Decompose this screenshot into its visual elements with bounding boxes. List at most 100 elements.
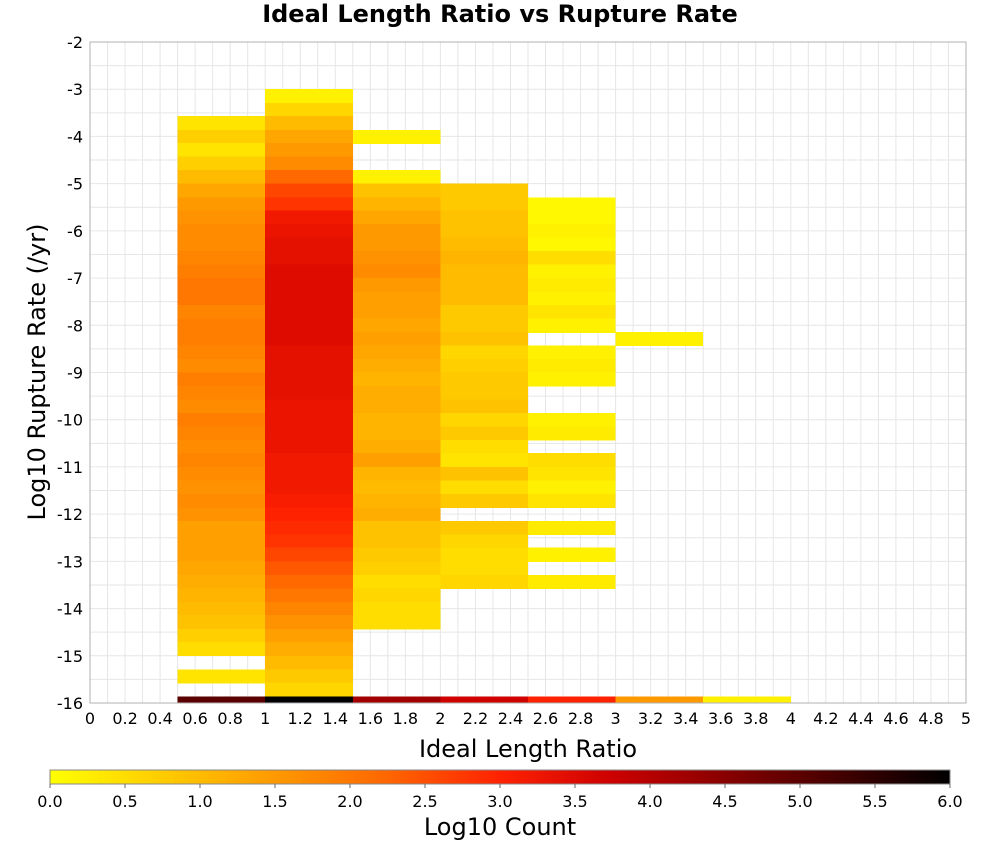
heatmap-cell xyxy=(177,507,266,522)
heatmap-cell xyxy=(352,561,441,576)
heatmap-cell xyxy=(440,399,528,414)
heatmap-cell xyxy=(352,615,441,630)
x-tick-label: 2.4 xyxy=(498,709,523,728)
x-tick-label: 0.2 xyxy=(112,709,137,728)
x-tick-label: 0.8 xyxy=(217,709,242,728)
colorbar-tick-label: 1.0 xyxy=(187,792,212,811)
x-tick-label: 4.4 xyxy=(848,709,873,728)
x-tick-label: 4.8 xyxy=(918,709,943,728)
heatmap-cell xyxy=(352,520,441,535)
heatmap-cell xyxy=(265,345,353,360)
colorbar-tick-label: 4.0 xyxy=(637,792,662,811)
heatmap-cell xyxy=(528,210,616,225)
heatmap-cell xyxy=(265,372,353,387)
heatmap-cell xyxy=(177,426,266,441)
x-tick-label: 0.6 xyxy=(182,709,207,728)
y-tick-label: -5 xyxy=(67,175,83,194)
heatmap-cell xyxy=(265,426,353,441)
colorbar-tick-label: 3.0 xyxy=(487,792,512,811)
heatmap-cell xyxy=(177,358,266,373)
heatmap-cell xyxy=(265,331,353,346)
colorbar-tick-label: 1.5 xyxy=(262,792,287,811)
heatmap-cell xyxy=(352,304,441,320)
heatmap-cell xyxy=(440,453,528,468)
y-axis-label: Log10 Rupture Rate (/yr) xyxy=(23,224,51,521)
heatmap-cell xyxy=(440,237,528,252)
heatmap-cell xyxy=(265,102,353,118)
heatmap-cell xyxy=(265,628,353,643)
heatmap-cell xyxy=(440,534,528,549)
heatmap-cell xyxy=(352,264,441,279)
heatmap-cell xyxy=(440,304,528,320)
x-tick-label: 4 xyxy=(786,709,796,728)
heatmap-cell xyxy=(440,547,528,562)
heatmap-cell xyxy=(265,156,353,171)
heatmap-cell xyxy=(265,669,353,684)
heatmap-cell xyxy=(528,453,616,468)
heatmap-cell xyxy=(177,210,266,225)
heatmap-cell xyxy=(265,89,353,104)
x-tick-label: 2.6 xyxy=(533,709,558,728)
heatmap-cell xyxy=(352,237,441,252)
heatmap-cell xyxy=(177,169,266,185)
x-tick-label: 2 xyxy=(435,709,445,728)
heatmap-cell xyxy=(177,345,266,360)
heatmap-cell xyxy=(703,696,791,704)
colorbar-tick-label: 2.5 xyxy=(412,792,437,811)
heatmap-cell xyxy=(177,547,266,562)
heatmap-cell xyxy=(265,413,353,428)
x-tick-label: 1.4 xyxy=(323,709,348,728)
x-tick-label: 1.8 xyxy=(393,709,418,728)
heatmap-cell xyxy=(177,116,266,131)
colorbar-tick-label: 5.5 xyxy=(862,792,887,811)
x-tick-label: 2.2 xyxy=(463,709,488,728)
heatmap-cell xyxy=(528,304,616,320)
y-tick-label: -6 xyxy=(67,222,83,241)
colorbar-ticks: 0.0 0.5 1.0 1.5 2.0 2.5 3.0 3.5 4.0 4.5 5.0 5.5 6.0 xyxy=(37,784,963,811)
heatmap-cell xyxy=(440,426,528,441)
heatmap-cell xyxy=(265,251,353,266)
heatmap-cell xyxy=(177,466,266,482)
heatmap-cell xyxy=(177,224,266,239)
heatmap-cell xyxy=(352,345,441,360)
heatmap-cell xyxy=(440,264,528,279)
heatmap-cells xyxy=(177,89,791,704)
heatmap-cell xyxy=(352,278,441,293)
y-tick-label: -16 xyxy=(57,694,83,713)
x-tick-label: 2.8 xyxy=(568,709,593,728)
heatmap-cell xyxy=(352,291,441,306)
y-tick-label: -8 xyxy=(67,316,83,335)
heatmap-cell xyxy=(265,291,353,306)
heatmap-cell xyxy=(352,507,441,522)
heatmap-cell xyxy=(265,682,353,697)
heatmap-cell xyxy=(265,318,353,333)
heatmap-cell xyxy=(440,413,528,428)
heatmap-cell xyxy=(352,466,441,482)
heatmap-cell xyxy=(265,696,353,704)
x-tick-label: 1.2 xyxy=(288,709,313,728)
heatmap-cell xyxy=(615,331,704,346)
heatmap-cell xyxy=(440,696,528,704)
heatmap-cell xyxy=(352,224,441,239)
heatmap-cell xyxy=(440,372,528,387)
heatmap-cell xyxy=(177,480,266,495)
heatmap-cell xyxy=(265,237,353,252)
heatmap-cell xyxy=(265,440,353,455)
heatmap-cell xyxy=(352,183,441,198)
colorbar xyxy=(49,769,951,785)
colorbar-tick-label: 4.5 xyxy=(712,792,737,811)
heatmap-cell xyxy=(440,251,528,266)
heatmap-cell xyxy=(528,547,616,562)
heatmap-cell xyxy=(528,278,616,293)
heatmap-cell xyxy=(440,520,528,535)
heatmap-cell xyxy=(352,318,441,333)
y-tick-label: -3 xyxy=(67,80,83,99)
heatmap-cell xyxy=(352,210,441,225)
colorbar-tick-label: 6.0 xyxy=(937,792,962,811)
heatmap-cell xyxy=(352,696,441,704)
y-tick-label: -13 xyxy=(57,552,83,571)
heatmap-cell xyxy=(177,331,266,346)
heatmap-cell xyxy=(265,197,353,212)
heatmap-cell xyxy=(265,358,353,373)
x-tick-label: 3.4 xyxy=(673,709,698,728)
